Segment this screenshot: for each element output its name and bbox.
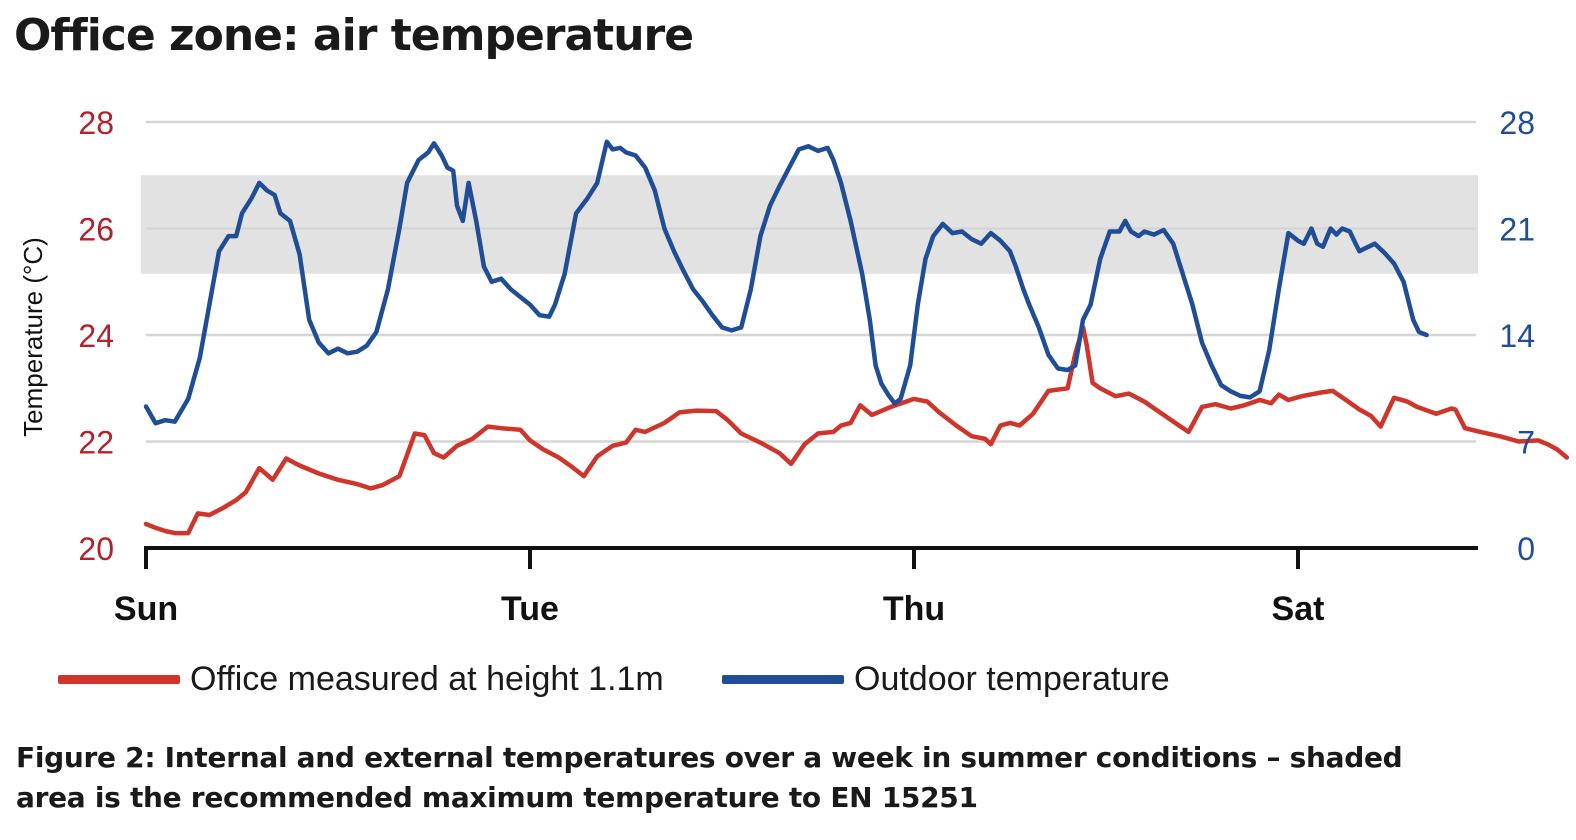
x-tick-label: Tue	[501, 590, 559, 628]
recommended-max-band	[141, 175, 1478, 274]
y-left-tick-label: 28	[78, 105, 114, 141]
legend: Office measured at height 1.1m Outdoor t…	[0, 660, 1576, 716]
legend-item-office: Office measured at height 1.1m	[58, 660, 664, 699]
chart-title: Office zone: air temperature	[14, 10, 694, 61]
y-right-tick-label: 21	[1499, 212, 1535, 248]
legend-swatch-outdoor	[722, 675, 844, 684]
y-right-tick-label: 0	[1517, 531, 1535, 567]
y-left-tick-label: 24	[78, 318, 114, 354]
chart: 20 0 22 7 24 14 26 21 28 28 Sun Tue Thu Sat Temperatur…	[18, 105, 1570, 628]
legend-swatch-office	[58, 675, 180, 684]
y-right-tick-label: 7	[1517, 425, 1535, 461]
x-tick-label: Thu	[883, 590, 945, 628]
figure-caption: Figure 2: Internal and external temperat…	[16, 741, 1403, 814]
y-axis-title: Temperature (°C)	[18, 237, 48, 437]
legend-item-outdoor: Outdoor temperature	[722, 660, 1170, 699]
y-left-tick-label: 22	[78, 425, 114, 461]
x-tick-label: Sat	[1272, 590, 1325, 628]
legend-label-outdoor: Outdoor temperature	[854, 660, 1170, 698]
y-right-tick-label: 14	[1499, 318, 1535, 354]
y-right-tick-label: 28	[1499, 105, 1535, 141]
series-line-outdoor	[143, 139, 1429, 426]
legend-label-office: Office measured at height 1.1m	[190, 660, 664, 698]
y-left-tick-label: 26	[78, 212, 114, 248]
series-line-office	[143, 324, 1570, 536]
y-left-tick-label: 20	[78, 531, 114, 567]
x-tick-label: Sun	[114, 590, 178, 628]
